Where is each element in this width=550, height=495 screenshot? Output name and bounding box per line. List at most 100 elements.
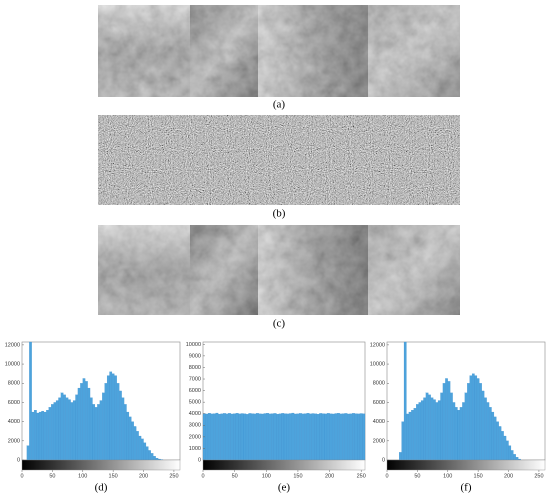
histogram-bar: [148, 450, 151, 461]
histogram-bar: [428, 394, 431, 461]
histogram-bar: [474, 375, 478, 461]
colorbar: [202, 459, 366, 471]
histogram-bar: [218, 413, 221, 461]
histogram-bar: [26, 445, 30, 461]
histogram-bar: [230, 413, 234, 461]
histogram-bar: [435, 402, 439, 461]
histogram-bar: [430, 397, 434, 461]
histogram-bar: [423, 397, 426, 461]
histogram-bar: [498, 426, 502, 461]
x-tick-label: 150: [293, 473, 302, 479]
histogram-bar: [70, 402, 74, 461]
histogram-bar: [459, 407, 463, 461]
histogram-bar: [362, 413, 366, 461]
histogram-bar: [450, 392, 453, 461]
histogram-bar: [314, 413, 318, 461]
y-tick-label: 7000: [189, 376, 201, 382]
histogram-bar: [145, 446, 149, 461]
histogram-bar: [34, 410, 37, 461]
histogram-bar: [481, 390, 485, 461]
histogram-bar: [150, 453, 154, 461]
histogram-bar: [296, 413, 300, 461]
histogram-bar: [462, 402, 465, 461]
panel-label: (f): [461, 482, 472, 494]
histogram-bar: [143, 442, 147, 461]
histogram-bar: [408, 411, 412, 461]
histogram-bar: [467, 383, 470, 461]
histogram-bar: [205, 413, 209, 461]
histogram-bar: [82, 378, 86, 461]
histogram-bar: [484, 397, 487, 461]
histogram-bar: [299, 413, 302, 461]
histogram-bar: [294, 413, 297, 461]
histogram-bar: [63, 394, 66, 461]
histogram-bar: [501, 431, 504, 461]
histogram-bar: [442, 383, 446, 461]
x-tick-label: 150: [474, 473, 483, 479]
histogram-bar: [268, 413, 272, 461]
histogram-bar: [87, 387, 91, 461]
histogram-bar: [253, 413, 257, 461]
y-tick-label: 0: [198, 457, 201, 463]
y-tick-label: 1000: [189, 446, 201, 452]
histogram-bar: [357, 413, 361, 461]
histogram-bar: [469, 375, 473, 461]
histogram-bar: [433, 399, 436, 461]
colorbar: [21, 459, 181, 471]
histogram-bar: [311, 413, 315, 461]
histogram-bar: [452, 402, 456, 461]
histogram-bar: [36, 412, 40, 461]
histogram-bar: [256, 413, 259, 461]
histogram-bar: [344, 413, 348, 461]
x-tick-label: 0: [20, 473, 23, 479]
y-tick-label: 4000: [373, 419, 385, 425]
histogram-bar: [513, 454, 516, 461]
histogram-bar: [43, 411, 47, 461]
histogram-bar: [301, 413, 305, 461]
histogram-bar: [29, 341, 32, 461]
histogram-bar: [503, 435, 507, 461]
histogram-bar: [248, 413, 252, 461]
histogram-bar: [261, 413, 264, 461]
histogram-bar: [342, 413, 345, 461]
x-tick-label: 50: [49, 473, 55, 479]
histogram-bar: [306, 413, 310, 461]
histogram-bar: [276, 413, 280, 461]
histogram-bar: [38, 411, 42, 461]
histogram-bar: [288, 413, 292, 461]
histogram-bar: [53, 402, 57, 461]
y-tick-label: 5000: [189, 400, 201, 406]
histogram-bar: [126, 411, 130, 461]
histogram-bar: [403, 341, 407, 461]
y-tick-label: 8000: [8, 381, 20, 387]
histogram-bar: [471, 373, 475, 461]
histogram-bar: [106, 375, 110, 461]
histogram-bar: [109, 371, 113, 461]
histogram-bar: [445, 378, 448, 461]
y-tick-label: 12000: [370, 342, 385, 348]
histogram-bar: [123, 404, 127, 461]
histogram-bar: [102, 392, 105, 461]
histogram-bar: [80, 383, 83, 461]
histogram-bar: [75, 394, 79, 461]
histogram-bar: [291, 412, 295, 461]
histogram-bar: [104, 383, 108, 461]
x-tick-label: 250: [169, 473, 178, 479]
histogram-bar: [116, 383, 120, 461]
histogram-bar: [425, 392, 429, 461]
histogram-bar: [51, 404, 54, 461]
histogram-bar: [416, 404, 419, 461]
histogram-bar: [479, 383, 482, 461]
histogram-bar: [210, 413, 214, 461]
x-tick-label: 100: [78, 473, 87, 479]
histogram-bar: [420, 400, 424, 461]
histogram-bar: [457, 410, 461, 461]
x-tick-label: 150: [109, 473, 118, 479]
histogram-bar: [337, 413, 340, 461]
histogram-bar: [401, 421, 405, 461]
histogram-bar: [324, 413, 328, 461]
histogram-bar: [85, 381, 88, 461]
histogram-bar: [271, 413, 274, 461]
x-tick-label: 100: [443, 473, 452, 479]
